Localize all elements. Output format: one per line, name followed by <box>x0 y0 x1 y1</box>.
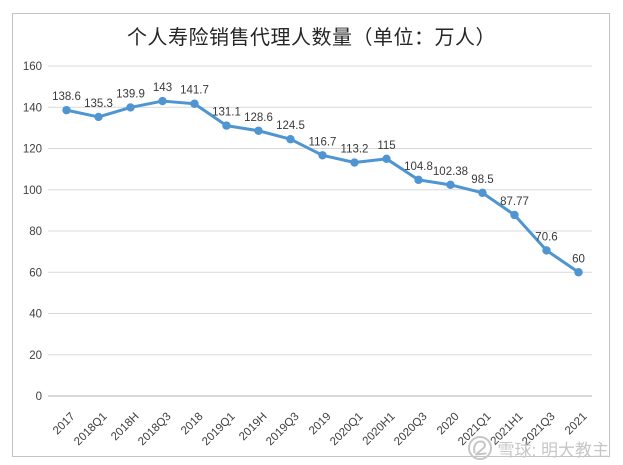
data-point-marker <box>62 105 71 115</box>
data-point-marker <box>286 135 295 144</box>
y-axis-tick-label: 100 <box>23 185 42 197</box>
watermark-text: 雪球: 明大教主 <box>497 440 609 460</box>
x-axis-tick-label: 2018Q1 <box>72 411 109 448</box>
data-point-marker <box>510 210 519 220</box>
data-point-label: 113.2 <box>341 144 369 156</box>
data-point-marker <box>158 96 167 106</box>
data-point-label: 87.77 <box>500 196 529 208</box>
data-point-label: 128.6 <box>244 112 273 124</box>
data-point-label: 138.6 <box>52 91 81 103</box>
x-axis-tick-label: 2020Q1 <box>328 411 365 448</box>
watermark: 雪球: 明大教主 <box>467 435 609 461</box>
data-point-marker <box>350 158 359 167</box>
data-point-label: 131.1 <box>212 107 241 119</box>
y-axis-tick-label: 80 <box>29 226 42 238</box>
y-axis-tick-label: 20 <box>29 350 42 362</box>
data-point-label: 143 <box>153 82 172 94</box>
data-point-marker <box>542 246 551 255</box>
x-axis-tick-label: 2019 <box>307 411 334 438</box>
y-axis-tick-label: 60 <box>29 267 42 279</box>
x-axis-tick-label: 2018 <box>179 411 206 438</box>
y-axis-tick-label: 160 <box>23 61 42 73</box>
data-point-marker <box>318 151 327 160</box>
data-series-line <box>65 99 580 274</box>
data-point-marker <box>414 175 423 185</box>
data-point-label: 70.6 <box>535 231 557 243</box>
data-point-marker <box>446 180 455 190</box>
x-axis-tick-label: 2019Q3 <box>264 411 301 448</box>
data-point-marker <box>190 99 199 108</box>
data-point-label: 115 <box>377 140 395 152</box>
data-point-label: 135.3 <box>84 98 113 110</box>
data-point-label: 104.8 <box>404 161 433 173</box>
data-point-label: 116.7 <box>309 136 337 148</box>
data-point-marker <box>382 154 391 164</box>
chart-title: 个人寿险销售代理人数量（单位：万人） <box>127 27 496 49</box>
data-point-label: 60 <box>572 253 585 265</box>
data-point-label: 102.38 <box>433 166 468 178</box>
x-axis-tick-label: 2020 <box>435 411 462 438</box>
data-point-marker <box>222 121 231 130</box>
data-point-marker <box>574 268 583 277</box>
x-axis-tick-label: 2020Q3 <box>392 411 429 448</box>
data-point-marker <box>478 188 487 198</box>
x-axis-tick-label: 2020H1 <box>361 411 398 448</box>
data-point-label: 141.7 <box>180 85 209 97</box>
xueqiu-snowball-logo <box>467 436 492 460</box>
x-axis-tick-label: 2021 <box>563 411 590 438</box>
x-axis-tick-label: 2018Q3 <box>136 411 173 448</box>
data-point-label: 124.5 <box>276 120 305 132</box>
data-point-marker <box>254 126 263 135</box>
y-axis-tick-label: 140 <box>23 102 42 114</box>
data-point-marker <box>94 112 103 122</box>
y-axis-tick-label: 40 <box>29 309 42 321</box>
x-axis-tick-label: 2017 <box>51 411 78 438</box>
chart-frame <box>12 13 610 457</box>
x-axis-tick-label: 2019Q1 <box>200 411 237 448</box>
data-point-label: 98.5 <box>471 174 493 186</box>
data-point-marker <box>126 103 135 112</box>
data-point-label: 139.9 <box>116 88 145 100</box>
y-axis-tick-label: 120 <box>23 144 42 156</box>
y-axis-tick-label: 0 <box>36 391 42 403</box>
